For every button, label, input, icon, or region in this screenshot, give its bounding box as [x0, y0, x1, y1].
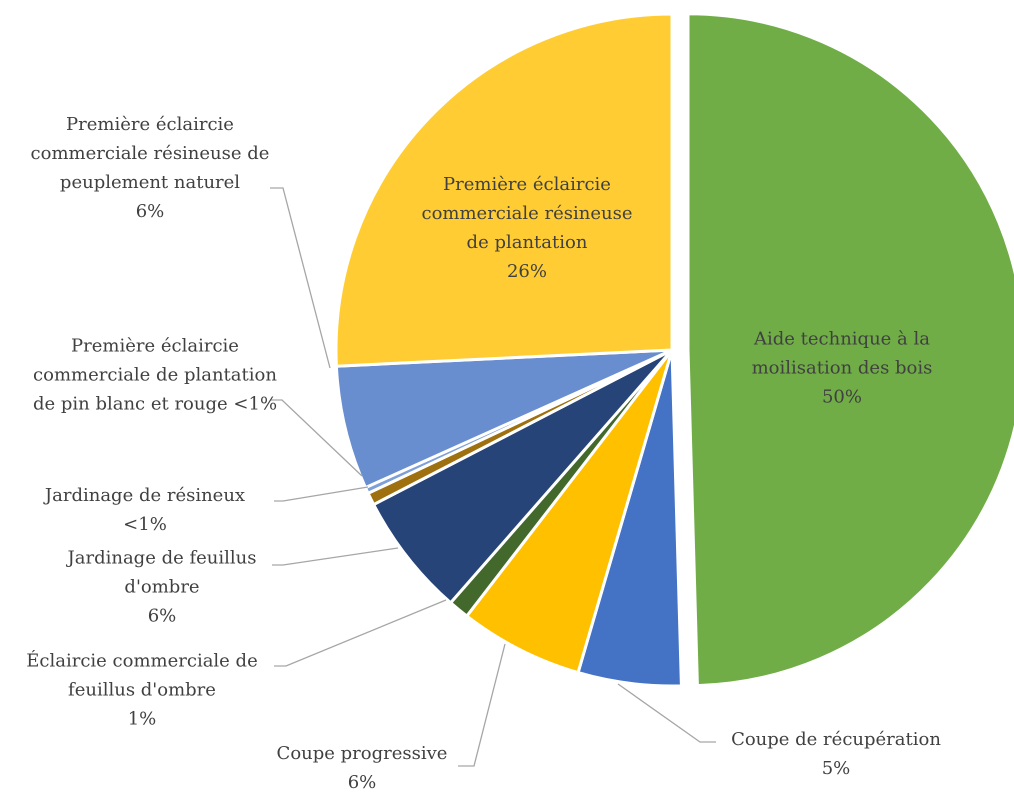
category-label: Coupe de récupération — [731, 729, 941, 750]
category-label: Jardinage de résineux — [44, 485, 246, 506]
data-label: Première éclaircie commerciale résineuse… — [412, 170, 642, 286]
value-label: 6% — [135, 201, 165, 222]
leader-line — [272, 547, 399, 566]
leader-line — [617, 683, 716, 743]
pie-slice — [334, 348, 673, 490]
value-label: <1% — [233, 393, 278, 415]
value-label: 6% — [147, 605, 177, 627]
value-label: 26% — [506, 261, 547, 282]
leader-line — [270, 399, 363, 477]
value-label: 5% — [821, 758, 851, 779]
pie-slice — [371, 348, 674, 605]
data-label: Première éclaircie commerciale résineuse… — [25, 110, 275, 226]
category-label: Aide technique à la moilisation des bois — [751, 328, 933, 379]
leader-line — [274, 599, 447, 667]
category-label: Jardinage de feuillus d'ombre — [67, 547, 257, 598]
pie-slice — [464, 349, 674, 675]
category-label: Première éclaircie commerciale résineuse… — [421, 174, 633, 253]
value-label: 50% — [821, 386, 862, 408]
data-label: Coupe de récupération 5% — [701, 725, 971, 783]
category-label: Première éclaircie commerciale de planta… — [32, 335, 277, 415]
data-label: Première éclaircie commerciale de planta… — [30, 332, 280, 419]
leader-line — [274, 486, 369, 502]
leader-line — [458, 643, 506, 767]
data-label: Coupe progressive 6% — [247, 739, 477, 796]
pie-slice — [334, 12, 674, 368]
data-label: Éclaircie commerciale de feuillus d'ombr… — [0, 647, 287, 734]
value-label: 1% — [127, 708, 157, 730]
data-label: Jardinage de résineux <1% — [15, 481, 275, 539]
category-label: Éclaircie commerciale de feuillus d'ombr… — [26, 650, 258, 701]
value-label: <1% — [123, 514, 167, 535]
category-label: Première éclaircie commerciale résineuse… — [30, 114, 270, 193]
pie-slice — [686, 12, 1014, 688]
category-label: Coupe progressive — [276, 743, 448, 764]
data-label: Jardinage de feuillus d'ombre 6% — [42, 544, 282, 631]
data-label: Aide technique à la moilisation des bois… — [727, 325, 957, 412]
value-label: 6% — [347, 772, 377, 793]
leader-line — [270, 187, 331, 369]
